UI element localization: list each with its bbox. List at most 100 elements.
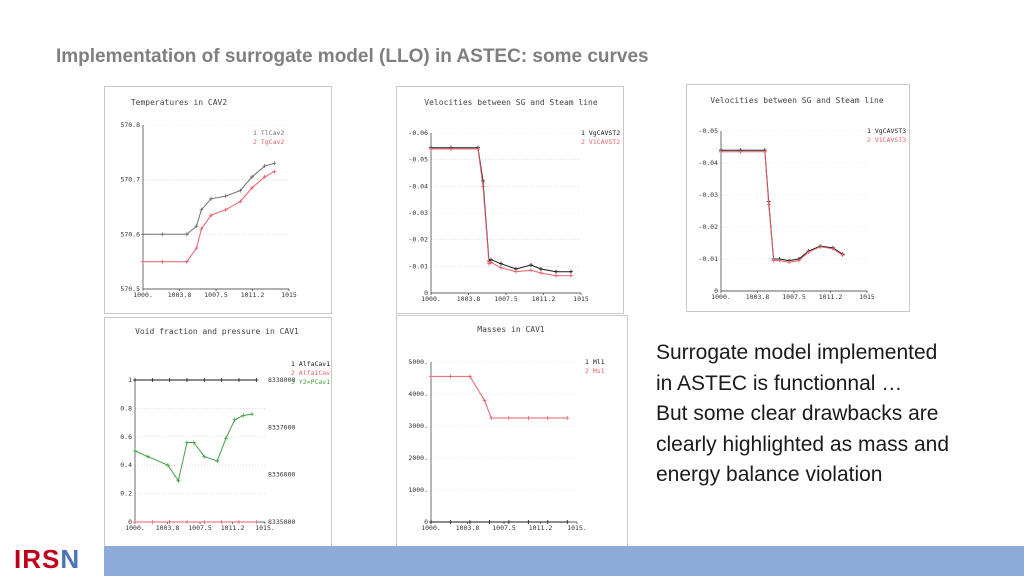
legend-entry: 1 VgCAVST2 xyxy=(581,129,620,137)
x-tick-label: 1000. xyxy=(125,524,145,532)
legend-entry: 2 TgCav2 xyxy=(253,138,284,146)
chart-title: Masses in CAV1 xyxy=(477,325,545,334)
y-tick-label: 2000. xyxy=(408,454,428,462)
data-point xyxy=(141,232,145,237)
data-point xyxy=(202,378,207,382)
logo-text-main: IRS xyxy=(14,544,61,574)
y-tick-label: 5000. xyxy=(408,358,428,366)
data-point xyxy=(467,374,472,379)
x-tick-label: 1015 xyxy=(573,295,589,303)
data-point xyxy=(223,207,228,212)
x-tick-label: 1011.2 xyxy=(241,291,265,299)
legend-entry: 1 VgCAVST3 xyxy=(867,127,906,135)
axis-lines xyxy=(430,362,577,523)
x-tick-label: 1015 xyxy=(859,293,875,301)
data-point xyxy=(539,271,543,275)
data-point xyxy=(796,258,801,263)
data-point xyxy=(262,174,267,179)
axis-lines xyxy=(430,133,581,294)
legend-entry: 1 TlCav2 xyxy=(253,129,284,137)
x-tick-label: 1003.8 xyxy=(457,295,481,303)
data-point xyxy=(209,196,214,201)
y-tick-label: 570.7 xyxy=(120,176,140,184)
x-tick-label: 1007.5 xyxy=(204,291,228,299)
chart-title: Velocities between SG and Steam line xyxy=(710,96,884,105)
data-point xyxy=(237,520,241,524)
x-tick-label: 1003.8 xyxy=(168,291,192,299)
data-point xyxy=(489,260,493,265)
x-tick-label: 1003.8 xyxy=(456,524,480,532)
data-point xyxy=(467,520,472,524)
data-point xyxy=(272,161,277,166)
data-point xyxy=(176,478,181,483)
data-point xyxy=(429,147,433,151)
data-point xyxy=(133,449,137,453)
data-point xyxy=(150,520,155,524)
data-point xyxy=(830,246,835,251)
data-point xyxy=(219,520,224,524)
data-point xyxy=(487,520,492,524)
data-point xyxy=(506,520,511,524)
data-point xyxy=(215,458,220,463)
data-point xyxy=(224,436,228,441)
chart-svg: Void fraction and pressure in CAV1 0 0.2 0.… xyxy=(120,327,331,532)
legend-entry: 2 V1CAVST3 xyxy=(867,136,906,144)
y-tick-label: 0.2 xyxy=(120,490,132,498)
x-tick-label: 1011.2 xyxy=(532,295,556,303)
chart-svg: Velocities between SG and Steam line 0 -0.… xyxy=(698,96,906,301)
y-tick-label: 570.8 xyxy=(120,121,140,129)
y-tick-label: -0.04 xyxy=(698,159,718,167)
x-tick-label: 1000. xyxy=(421,524,441,532)
y-tick-label: -0.01 xyxy=(698,255,718,263)
chart-masses-cav1: Masses in CAV1 0 1000. 2000. 3000. 4000. 5000.… xyxy=(396,315,628,548)
logo-text-accent: N xyxy=(60,544,81,574)
data-point xyxy=(481,179,485,183)
y2-tick-label: 8336000 xyxy=(268,471,295,479)
data-point xyxy=(185,378,189,382)
description-line: energy balance violation xyxy=(656,463,883,486)
data-point xyxy=(777,258,782,263)
data-point xyxy=(165,463,170,468)
data-point xyxy=(238,199,243,204)
data-point xyxy=(185,520,189,524)
legend-entry: 3 Y2=PCav1 xyxy=(291,378,330,386)
data-point xyxy=(539,267,543,271)
series-line xyxy=(143,171,275,263)
description-text: Surrogate model implemented in ASTEC is … xyxy=(656,338,1006,491)
data-point xyxy=(429,374,433,379)
data-point xyxy=(529,263,533,267)
data-point xyxy=(569,269,573,274)
x-tick-label: 1007.5 xyxy=(494,295,518,303)
irsn-logo: IRSN xyxy=(14,544,80,575)
data-point xyxy=(184,259,189,264)
axis-lines xyxy=(142,125,289,290)
y-tick-label: 0 xyxy=(424,518,428,526)
data-point xyxy=(185,440,189,445)
data-point xyxy=(237,378,241,382)
y-tick-label: -0.03 xyxy=(698,191,718,199)
y-tick-label: -0.01 xyxy=(408,262,428,270)
chart-svg: Masses in CAV101000.2000.3000.4000.5000.… xyxy=(408,325,604,532)
series-line xyxy=(431,375,568,419)
y-tick-label: -0.03 xyxy=(408,209,428,217)
data-point xyxy=(272,169,277,174)
chart-temperatures-cav2: Temperatures in CAV2 570.8 570.7 570.6 570.5… xyxy=(104,86,332,314)
legend-entry: 1 AlfaCav1 xyxy=(291,360,330,368)
y-tick-label: -0.04 xyxy=(408,182,428,190)
y-tick-label: 0.4 xyxy=(120,461,132,469)
x-tick-label: 1015. xyxy=(255,524,275,532)
data-point xyxy=(514,269,518,274)
data-point xyxy=(545,416,550,420)
data-point xyxy=(476,147,480,151)
data-point xyxy=(554,269,558,274)
x-tick-label: 1000. xyxy=(711,293,731,301)
data-point xyxy=(526,520,531,524)
data-point xyxy=(250,185,255,190)
data-point xyxy=(449,147,453,151)
y-tick-label: 0 xyxy=(128,518,132,526)
data-point xyxy=(191,440,196,445)
data-point xyxy=(489,416,494,420)
data-point xyxy=(250,174,255,179)
y-tick-label: 0.8 xyxy=(120,404,132,412)
series-line xyxy=(721,151,843,263)
